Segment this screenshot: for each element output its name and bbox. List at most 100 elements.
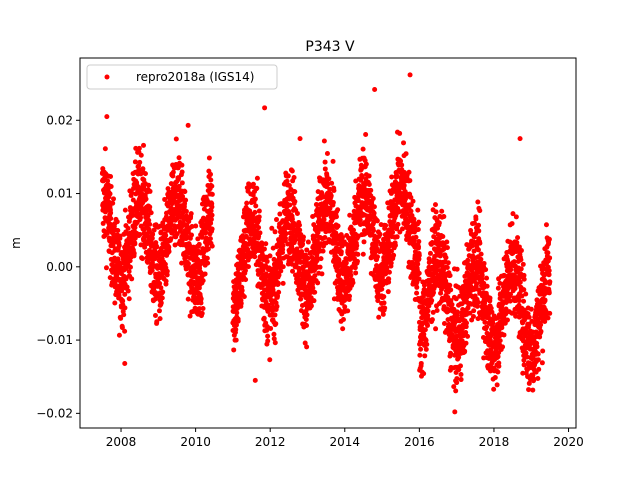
data-point	[146, 182, 152, 188]
data-point	[380, 311, 386, 317]
data-point	[285, 173, 291, 179]
data-point	[467, 310, 473, 316]
data-point	[154, 319, 160, 325]
data-point	[400, 226, 405, 232]
data-point	[312, 289, 318, 295]
data-point	[425, 308, 431, 314]
data-point	[308, 303, 314, 309]
data-point	[477, 208, 483, 214]
data-point	[142, 171, 148, 177]
data-point	[436, 220, 442, 226]
data-point	[432, 229, 438, 235]
data-point	[444, 265, 450, 271]
data-point	[535, 357, 541, 363]
data-point	[208, 171, 213, 177]
data-point	[371, 228, 376, 234]
y-axis-label: m	[9, 237, 23, 249]
data-point	[146, 217, 152, 223]
data-point	[355, 251, 361, 257]
data-point	[406, 169, 412, 175]
data-point	[209, 212, 215, 218]
data-point	[398, 158, 404, 164]
data-point	[149, 260, 155, 266]
data-point	[323, 240, 329, 246]
data-point	[375, 298, 381, 304]
data-point	[261, 315, 267, 321]
data-point	[501, 332, 507, 338]
data-point	[250, 181, 256, 187]
data-point	[132, 225, 138, 231]
data-point	[539, 360, 545, 366]
data-point	[465, 257, 471, 263]
data-point	[454, 266, 460, 272]
data-point	[451, 384, 457, 390]
data-point	[166, 244, 172, 250]
data-point	[495, 369, 501, 375]
data-point	[116, 292, 122, 298]
data-point	[448, 298, 454, 304]
data-point	[321, 217, 327, 223]
data-point	[303, 317, 309, 323]
data-point	[183, 208, 189, 214]
data-point	[184, 213, 190, 219]
data-point	[179, 238, 185, 244]
data-point	[430, 309, 436, 315]
data-point	[386, 276, 392, 282]
data-point-outlier	[104, 114, 110, 120]
data-point	[441, 321, 447, 327]
data-point	[449, 301, 455, 307]
y-tick-label: 0.01	[46, 187, 73, 201]
data-point	[444, 245, 450, 251]
data-point	[496, 363, 502, 369]
data-point	[157, 316, 163, 322]
x-tick-label: 2010	[180, 435, 211, 449]
x-tick-label: 2020	[553, 435, 584, 449]
data-point	[443, 255, 449, 261]
data-point	[464, 320, 470, 326]
data-point	[440, 234, 446, 239]
data-point	[500, 344, 506, 350]
data-point	[513, 214, 519, 220]
data-point	[236, 280, 242, 286]
data-point	[465, 333, 471, 339]
data-point	[275, 280, 281, 286]
data-point	[508, 267, 514, 273]
data-point	[391, 252, 397, 258]
data-point	[235, 318, 241, 324]
data-point	[521, 276, 527, 282]
data-point	[196, 306, 202, 312]
data-point	[463, 324, 469, 330]
data-point	[152, 248, 158, 254]
x-tick-label: 2018	[479, 435, 510, 449]
data-point	[410, 198, 416, 204]
data-point	[338, 292, 344, 298]
data-point	[324, 151, 330, 157]
data-point	[518, 248, 524, 254]
data-point	[497, 338, 503, 344]
data-point	[432, 202, 438, 208]
data-point	[129, 276, 135, 282]
data-point	[159, 295, 165, 301]
data-point	[438, 290, 444, 296]
data-point	[294, 210, 300, 216]
data-point	[111, 196, 117, 202]
data-point	[547, 255, 553, 261]
data-point	[438, 252, 444, 258]
data-point	[108, 215, 114, 221]
data-point	[484, 283, 490, 289]
data-point	[287, 202, 293, 208]
data-point	[422, 327, 428, 333]
data-point	[179, 162, 185, 168]
data-point	[448, 287, 454, 293]
data-point	[392, 242, 398, 248]
data-point	[418, 360, 424, 366]
data-point	[300, 234, 306, 240]
data-point	[137, 159, 143, 165]
data-point	[447, 282, 453, 288]
data-point	[352, 265, 358, 271]
data-point	[492, 375, 498, 381]
data-point	[320, 248, 326, 254]
data-point	[274, 217, 279, 223]
data-point	[274, 303, 280, 309]
data-point	[418, 346, 424, 352]
